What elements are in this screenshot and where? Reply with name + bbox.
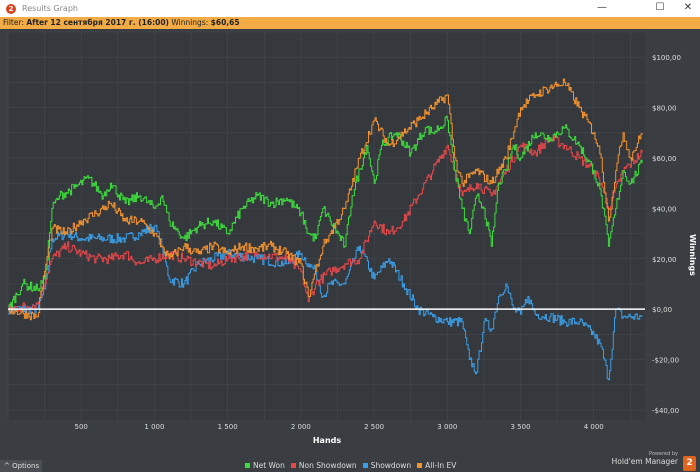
filter-bar: Filter: After 12 сентября 2017 г. (16:00… xyxy=(0,17,700,29)
legend-swatch xyxy=(362,463,368,468)
x-tick-label: 3 000 xyxy=(437,423,457,431)
minimize-button[interactable]: — xyxy=(597,2,607,13)
hm-logo-icon: 2 xyxy=(683,456,696,471)
y-tick-label: $20,00 xyxy=(652,256,677,264)
y-tick-label: $40,00 xyxy=(652,205,677,213)
y-tick-label: -$20,00 xyxy=(652,357,679,365)
x-tick-label: 3 500 xyxy=(511,423,531,431)
legend-item[interactable]: Showdown xyxy=(362,461,412,470)
winnings-label: Winnings: xyxy=(171,18,209,27)
powered-by: Powered by Hold'em Manager xyxy=(612,451,678,466)
filter-label: Filter: xyxy=(3,18,24,27)
options-button[interactable]: ^ Options xyxy=(0,460,42,472)
legend-item[interactable]: All-In EV xyxy=(417,461,456,470)
legend-swatch xyxy=(290,463,296,468)
x-tick-label: 2 500 xyxy=(364,423,384,431)
filter-value: After 12 сентября 2017 г. (16:00) xyxy=(26,18,169,27)
window-title: Results Graph xyxy=(22,4,78,13)
x-tick-label: 500 xyxy=(75,423,88,431)
y-tick-label: $100,00 xyxy=(652,54,681,62)
x-tick-label: 1 500 xyxy=(218,423,238,431)
series-line-non-showdown xyxy=(8,135,643,312)
legend: Net Won Non Showdown Showdown All-In EV xyxy=(245,461,456,470)
legend-label: All-In EV xyxy=(425,461,457,470)
y-tick-label: $80,00 xyxy=(652,105,677,113)
legend-label: Showdown xyxy=(370,461,412,470)
legend-item[interactable]: Net Won xyxy=(245,461,285,470)
y-axis-label: Winnings xyxy=(688,234,697,276)
legend-swatch xyxy=(245,463,250,468)
legend-label: Non Showdown xyxy=(298,461,357,470)
legend-item[interactable]: Non Showdown xyxy=(290,461,357,470)
x-tick-label: 4 000 xyxy=(584,423,604,431)
x-tick-label: 1 000 xyxy=(144,423,164,431)
series-line-showdown xyxy=(8,223,643,381)
series-line-net-won xyxy=(8,115,643,310)
legend-label: Net Won xyxy=(253,461,285,470)
y-tick-label: -$40,00 xyxy=(652,407,679,415)
close-button[interactable]: ✕ xyxy=(683,2,693,13)
maximize-button[interactable]: ☐ xyxy=(655,2,665,13)
x-tick-label: 2 000 xyxy=(291,423,311,431)
app-logo-icon: 2 xyxy=(6,3,16,14)
brand-name: Hold'em Manager xyxy=(611,457,678,466)
title-bar: 2 Results Graph — ☐ ✕ xyxy=(0,0,700,17)
winnings-value: $60,65 xyxy=(210,18,240,27)
legend-swatch xyxy=(417,463,423,468)
x-axis-label: Hands xyxy=(313,436,342,445)
y-tick-label: $0,00 xyxy=(652,306,672,314)
results-chart: $100,00 $80,00 $60,00 $40,00 $20,00 $0,00 -$20… xyxy=(7,31,697,445)
series-line-all-in-ev xyxy=(8,78,643,321)
y-tick-label: $60,00 xyxy=(652,155,677,163)
powered-by-label: Powered by xyxy=(649,451,678,457)
